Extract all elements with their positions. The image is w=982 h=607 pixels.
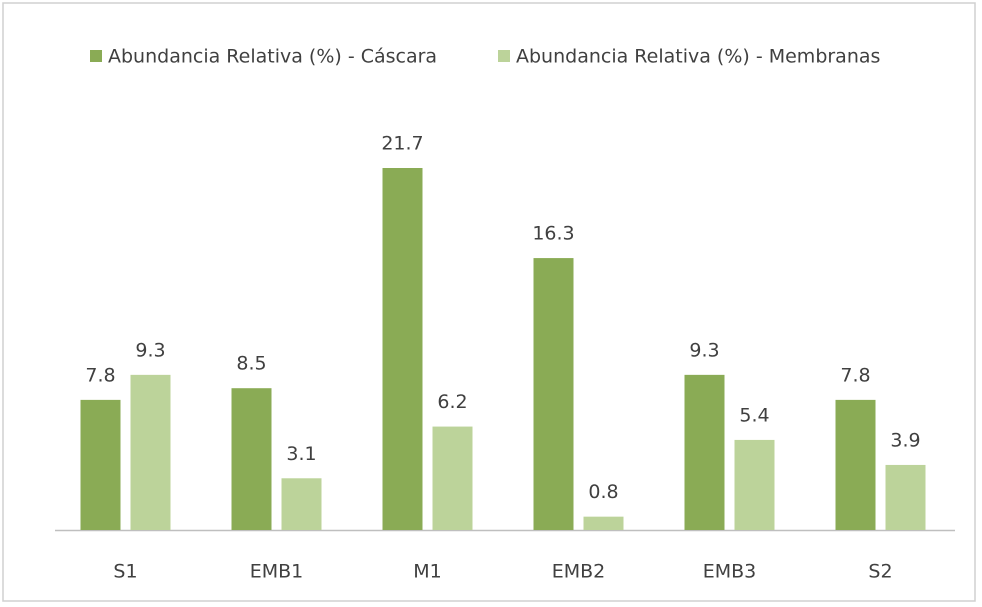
bar xyxy=(432,426,473,530)
value-label: 3.9 xyxy=(890,429,920,451)
value-label: 8.5 xyxy=(236,353,266,375)
value-label: 5.4 xyxy=(739,404,769,426)
x-tick-label: EMB3 xyxy=(703,561,757,583)
value-label: 7.8 xyxy=(840,364,870,386)
value-label: 9.3 xyxy=(135,339,165,361)
bar xyxy=(583,516,624,530)
bar xyxy=(382,168,423,530)
value-label: 16.3 xyxy=(532,223,574,245)
x-tick-label: S2 xyxy=(868,561,892,583)
bar xyxy=(734,439,775,530)
bar xyxy=(130,374,171,530)
x-tick-label: S1 xyxy=(113,561,137,583)
bar xyxy=(835,399,876,530)
x-tick-label: EMB2 xyxy=(552,561,606,583)
bar xyxy=(281,478,322,530)
value-label: 6.2 xyxy=(437,391,467,413)
value-label: 7.8 xyxy=(85,364,115,386)
legend-label: Abundancia Relativa (%) - Cáscara xyxy=(108,46,437,68)
legend-label: Abundancia Relativa (%) - Membranas xyxy=(516,46,880,68)
legend-swatch xyxy=(90,50,102,62)
x-tick-label: EMB1 xyxy=(250,561,304,583)
value-label: 9.3 xyxy=(689,339,719,361)
x-tick-label: M1 xyxy=(413,561,441,583)
value-label: 3.1 xyxy=(286,443,316,465)
bar xyxy=(684,374,725,530)
bar xyxy=(885,464,926,530)
bar xyxy=(80,399,121,530)
bar xyxy=(533,258,574,530)
legend-swatch xyxy=(498,50,510,62)
bar xyxy=(231,388,272,530)
value-label: 21.7 xyxy=(381,133,423,155)
value-label: 0.8 xyxy=(588,481,618,503)
